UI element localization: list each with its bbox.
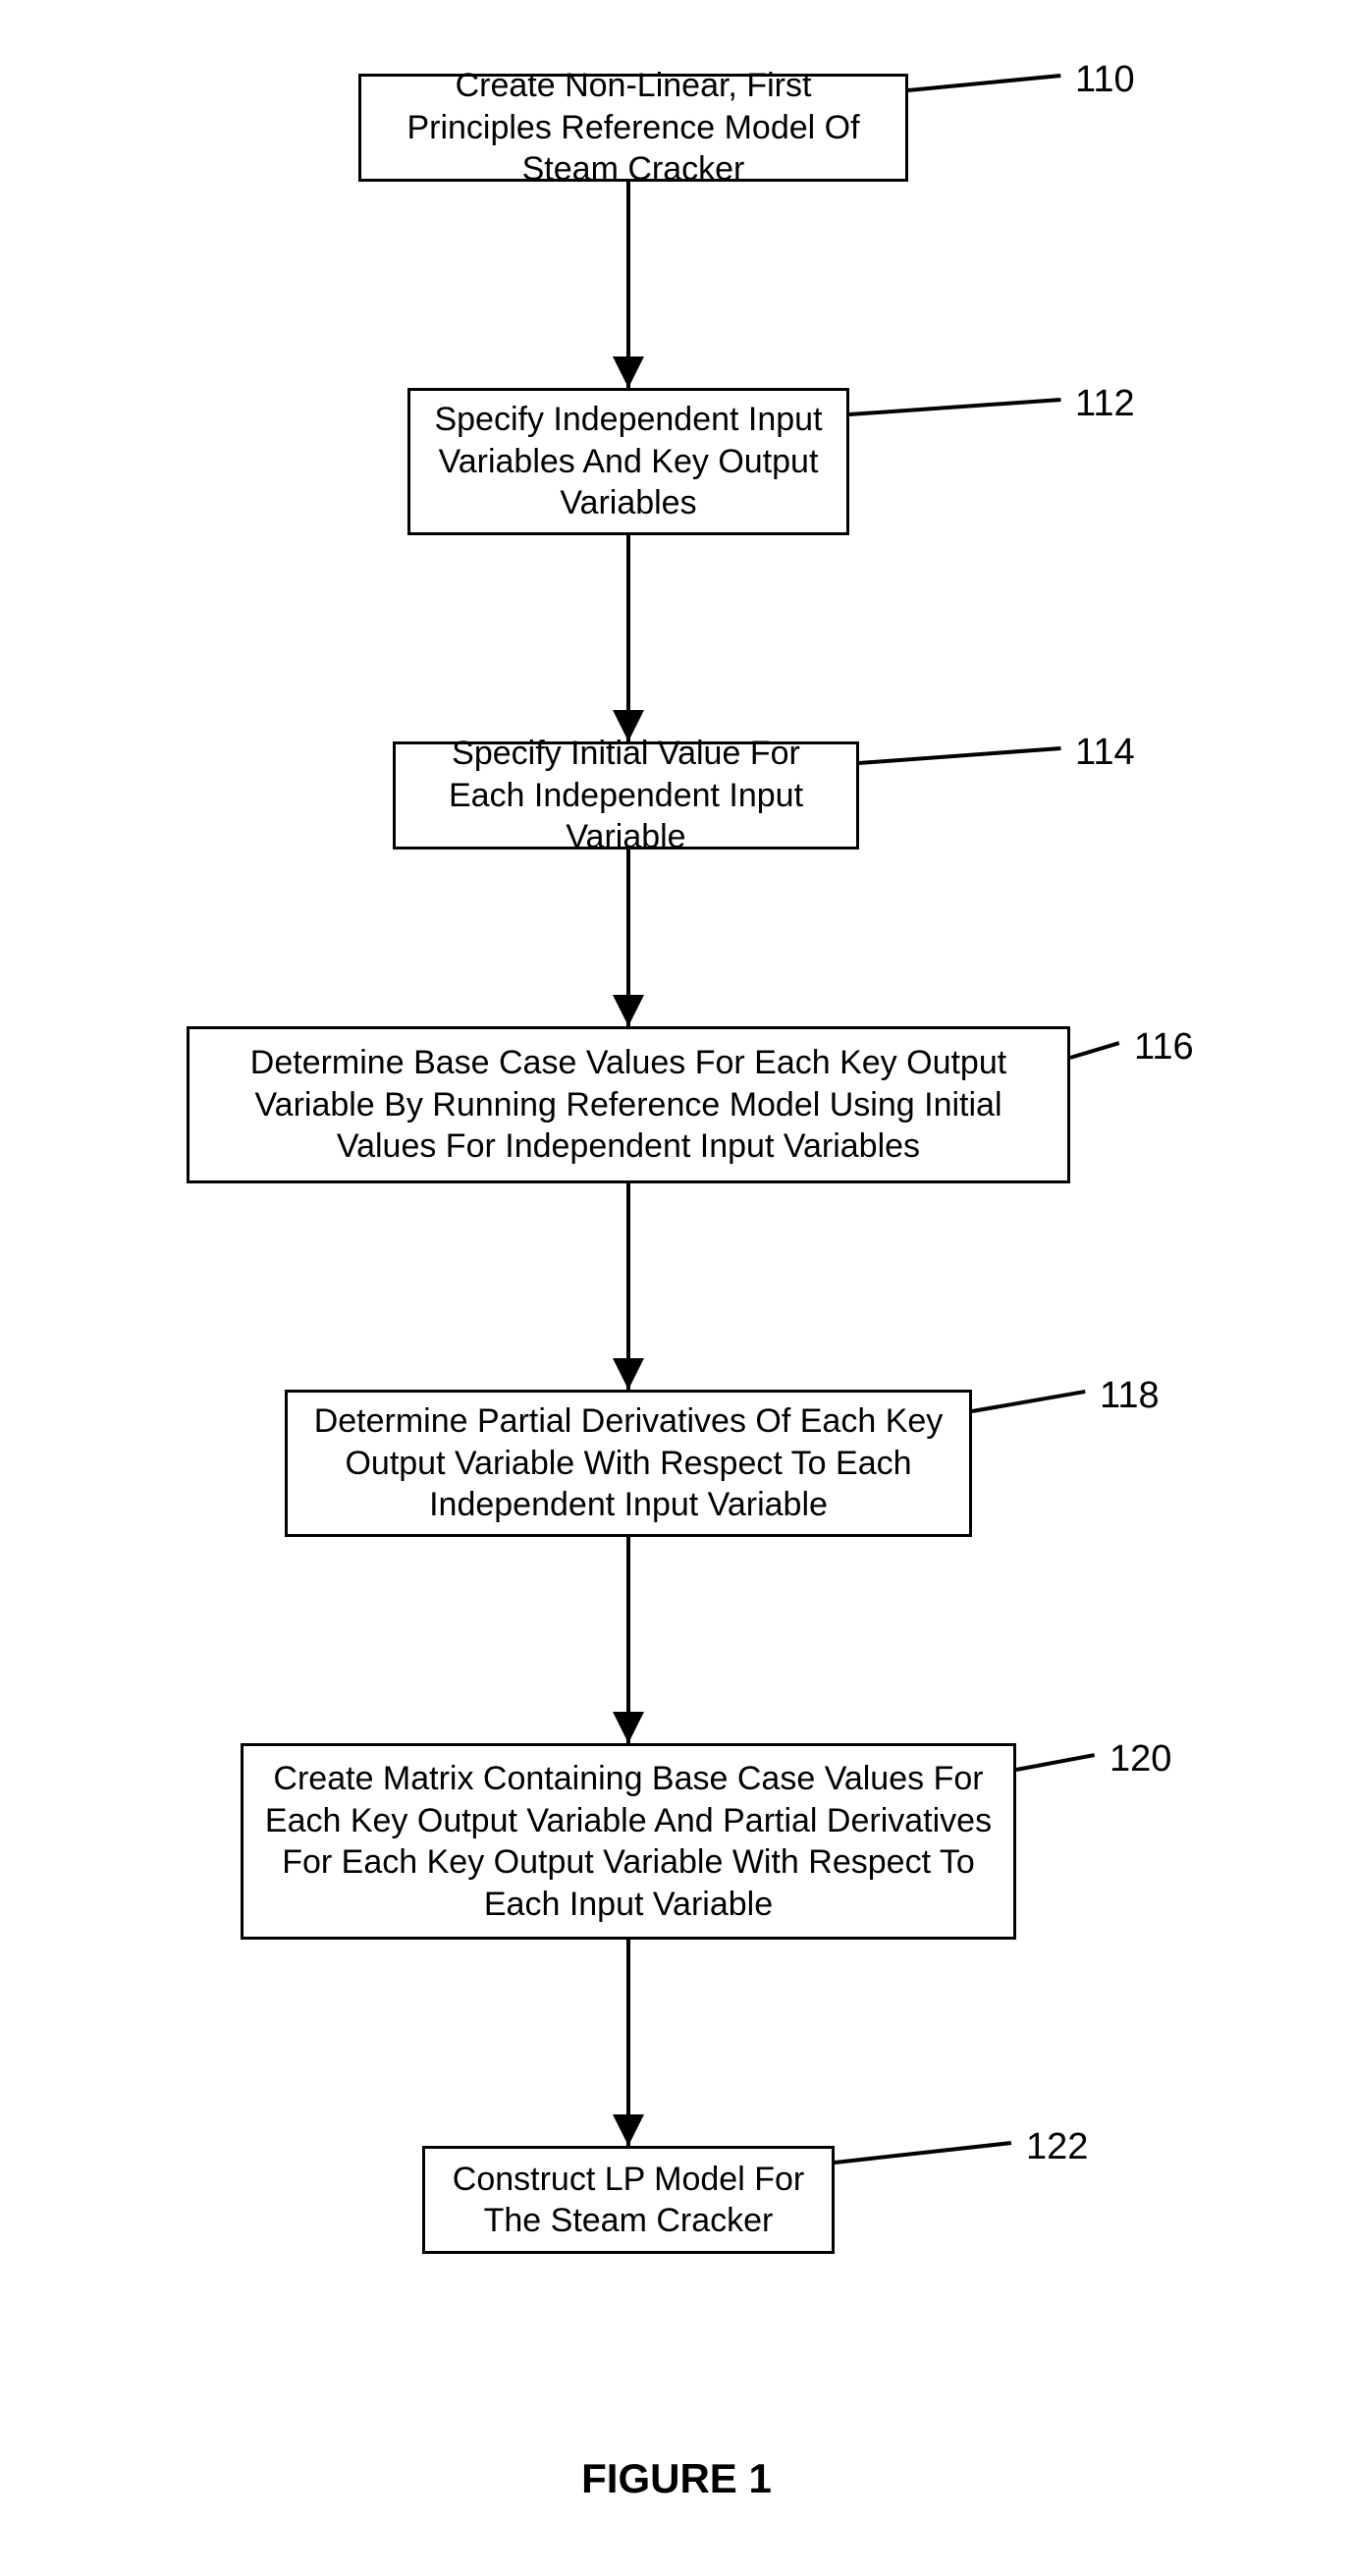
reference-label-116: 116	[1134, 1026, 1194, 1069]
reference-label-120: 120	[1109, 1738, 1171, 1781]
flowchart-step-text: Specify Initial Value For Each Independe…	[413, 733, 839, 858]
figure-page: Create Non-Linear, First Principles Refe…	[0, 0, 1353, 2576]
leader-line-110	[908, 74, 1060, 92]
leader-line-114	[859, 746, 1060, 765]
reference-label-114: 114	[1075, 732, 1135, 774]
reference-label-118: 118	[1100, 1375, 1160, 1417]
leader-line-122	[835, 2141, 1011, 2165]
figure-caption: FIGURE 1	[0, 2455, 1353, 2502]
reference-label-110: 110	[1075, 59, 1135, 101]
leader-line-116	[1069, 1041, 1119, 1060]
flowchart-step-114: Specify Initial Value For Each Independe…	[393, 741, 859, 850]
leader-line-112	[849, 398, 1060, 416]
leader-line-120	[1016, 1753, 1096, 1772]
reference-label-112: 112	[1075, 383, 1135, 425]
reference-label-122: 122	[1026, 2126, 1088, 2168]
flowchart-step-text: Determine Partial Derivatives Of Each Ke…	[305, 1400, 951, 1526]
flowchart-step-text: Specify Independent Input Variables And …	[428, 399, 829, 524]
flowchart-step-120: Create Matrix Containing Base Case Value…	[241, 1743, 1016, 1940]
flowchart-step-text: Create Non-Linear, First Principles Refe…	[379, 65, 888, 191]
flowchart-step-text: Determine Base Case Values For Each Key …	[207, 1042, 1050, 1168]
flowchart-step-116: Determine Base Case Values For Each Key …	[187, 1026, 1070, 1183]
flowchart-step-110: Create Non-Linear, First Principles Refe…	[358, 74, 908, 182]
leader-line-118	[972, 1390, 1086, 1413]
flowchart-step-122: Construct LP Model For The Steam Cracker	[422, 2146, 835, 2254]
flowchart-step-text: Create Matrix Containing Base Case Value…	[261, 1758, 996, 1925]
flowchart-step-text: Construct LP Model For The Steam Cracker	[443, 2159, 814, 2242]
flowchart-step-118: Determine Partial Derivatives Of Each Ke…	[285, 1390, 972, 1537]
flowchart-step-112: Specify Independent Input Variables And …	[407, 388, 849, 535]
